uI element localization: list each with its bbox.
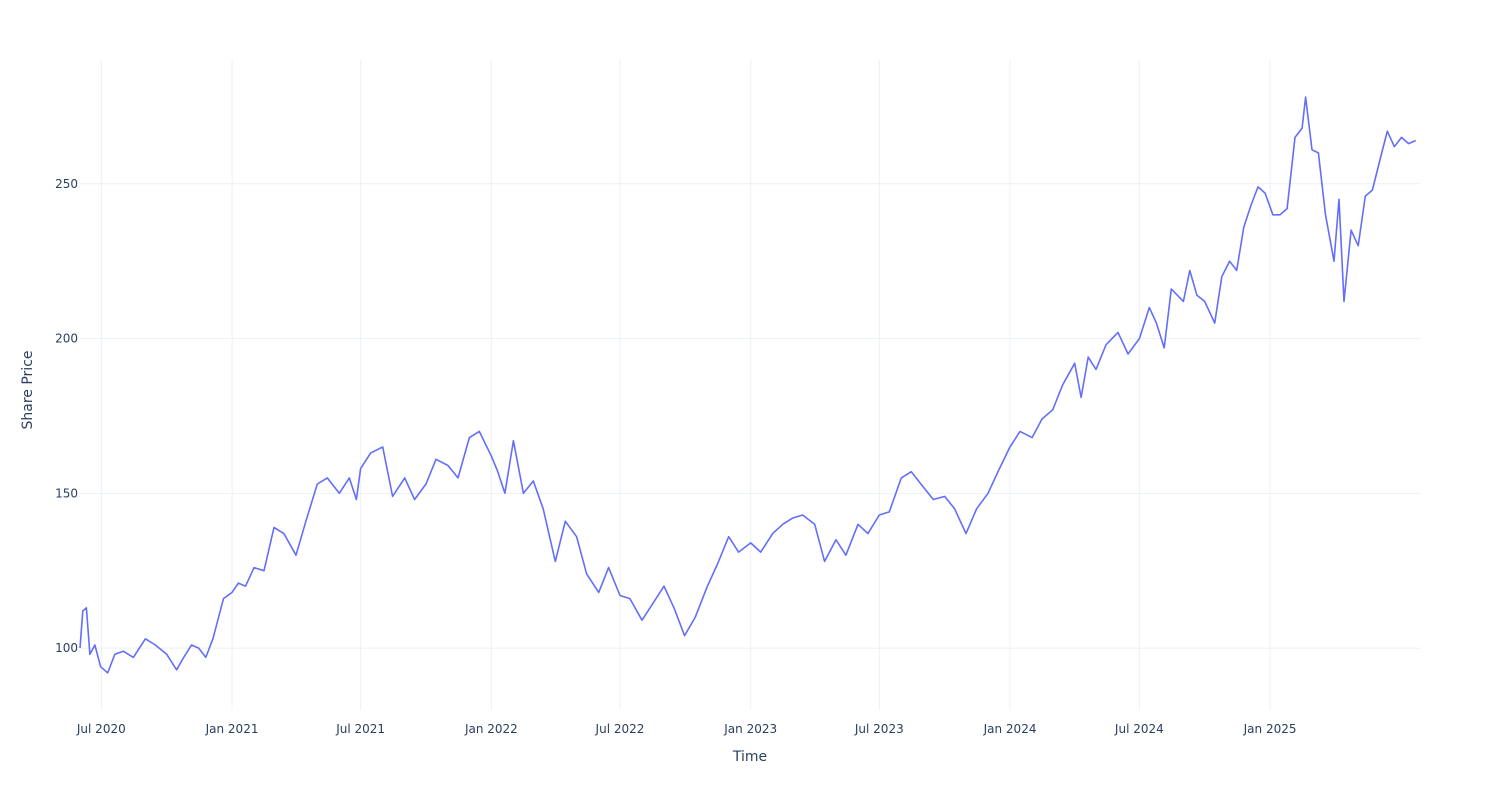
y-tick-label: 150 — [55, 486, 78, 500]
x-tick-label: Jul 2024 — [1114, 722, 1164, 736]
x-tick-label: Jul 2022 — [595, 722, 645, 736]
y-axis-title: Share Price — [20, 350, 36, 429]
x-axis-ticks: Jul 2020 Jan 2021 Jul 2021 Jan 2022 Jul 2022… — [76, 722, 1297, 736]
x-axis-title: Time — [732, 749, 767, 765]
x-tick-label: Jan 2025 — [1243, 722, 1297, 736]
x-tick-label: Jan 2021 — [205, 722, 259, 736]
y-tick-label: 250 — [55, 177, 78, 191]
series-layer — [79, 96, 1417, 674]
x-tick-label: Jan 2022 — [464, 722, 518, 736]
grid-lines — [80, 60, 1420, 710]
x-tick-label: Jul 2023 — [854, 722, 904, 736]
y-tick-label: 200 — [55, 332, 78, 346]
price-series-line — [79, 96, 1417, 674]
x-tick-label: Jan 2023 — [723, 722, 777, 736]
x-tick-label: Jan 2024 — [983, 722, 1037, 736]
y-axis-ticks: 100 150 200 250 — [55, 177, 78, 655]
x-tick-label: Jul 2021 — [335, 722, 385, 736]
x-tick-label: Jul 2020 — [76, 722, 126, 736]
y-tick-label: 100 — [55, 641, 78, 655]
